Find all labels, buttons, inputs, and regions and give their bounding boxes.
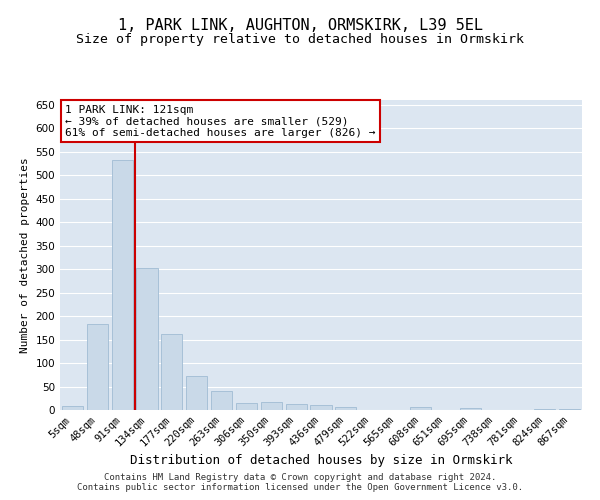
X-axis label: Distribution of detached houses by size in Ormskirk: Distribution of detached houses by size … — [130, 454, 512, 467]
Bar — [236, 403, 257, 410]
Bar — [410, 407, 431, 410]
Bar — [559, 409, 580, 410]
Bar — [186, 376, 207, 410]
Bar — [460, 408, 481, 410]
Text: Size of property relative to detached houses in Ormskirk: Size of property relative to detached ho… — [76, 32, 524, 46]
Text: Contains HM Land Registry data © Crown copyright and database right 2024.
Contai: Contains HM Land Registry data © Crown c… — [77, 473, 523, 492]
Bar — [87, 324, 108, 410]
Bar — [286, 404, 307, 410]
Text: 1 PARK LINK: 121sqm
← 39% of detached houses are smaller (529)
61% of semi-detac: 1 PARK LINK: 121sqm ← 39% of detached ho… — [65, 104, 376, 138]
Bar — [211, 391, 232, 410]
Bar — [335, 406, 356, 410]
Y-axis label: Number of detached properties: Number of detached properties — [20, 157, 30, 353]
Text: 1, PARK LINK, AUGHTON, ORMSKIRK, L39 5EL: 1, PARK LINK, AUGHTON, ORMSKIRK, L39 5EL — [118, 18, 482, 32]
Bar — [534, 409, 555, 410]
Bar — [261, 402, 282, 410]
Bar — [112, 160, 133, 410]
Bar — [136, 268, 158, 410]
Bar — [161, 334, 182, 410]
Bar — [310, 406, 332, 410]
Bar — [62, 406, 83, 410]
